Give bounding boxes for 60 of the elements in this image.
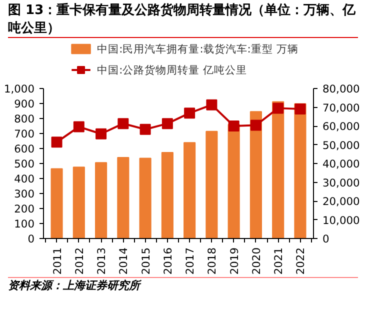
y-tick-label: 400: [14, 172, 35, 186]
x-tick-label: 2020: [250, 247, 263, 275]
point: [228, 120, 240, 132]
y2-tick-label: 50,000: [322, 138, 360, 152]
bar: [250, 111, 262, 239]
point: [118, 118, 129, 130]
y-tick-label: 700: [14, 128, 35, 141]
x-tick-label: 2011: [50, 248, 64, 275]
bar: [184, 142, 196, 239]
legend-label: 中国:公路货物周转量 亿吨公里: [97, 64, 248, 77]
bar: [272, 101, 284, 239]
y2-tick-label: 60,000: [322, 120, 360, 134]
bar: [228, 124, 240, 239]
point: [96, 128, 107, 140]
legend-label: 中国:民用汽车拥有量:载货汽车:重型 万辆: [97, 42, 298, 56]
bar: [117, 157, 130, 239]
bar: [294, 103, 306, 239]
point: [294, 104, 306, 115]
y-tick-label: 1,000: [4, 82, 35, 96]
y-tick-label: 900: [14, 98, 35, 111]
y-tick-label: 500: [14, 158, 35, 171]
point: [206, 99, 218, 110]
point: [184, 108, 196, 119]
bar: [206, 130, 218, 239]
y2-tick-label: 40,000: [322, 158, 360, 171]
point: [140, 124, 151, 135]
text: 资料来源：上海证券研究所: [8, 278, 140, 294]
x-tick-label: 2016: [161, 247, 174, 275]
x-tick-label: 2021: [272, 248, 286, 275]
x-tick-label: 2017: [184, 248, 197, 275]
y2-tick-label: 70,000: [322, 101, 360, 114]
x-tick-label: 2014: [117, 247, 130, 275]
y-tick-label: 800: [14, 112, 35, 126]
y-tick-label: 600: [14, 142, 35, 156]
bar: [139, 158, 152, 239]
bar: [95, 162, 108, 239]
x-tick-label: 2012: [72, 248, 86, 275]
y2-tick-label: 10,000: [322, 214, 360, 227]
chart-title: 图 13：重卡保有量及公路货物周转量情况（单位：万辆、亿吨公里）: [8, 2, 358, 38]
y-tick-label: 0: [28, 232, 35, 246]
bar: [50, 168, 63, 239]
point: [73, 121, 84, 132]
y2-tick-label: 20,000: [322, 195, 360, 208]
x-tick-label: 2022: [294, 248, 308, 275]
point: [162, 118, 173, 130]
point: [51, 136, 62, 148]
x-tick-label: 2018: [206, 247, 219, 275]
point: [250, 120, 262, 131]
x-tick-label: 2019: [228, 247, 241, 275]
bar: [72, 166, 85, 239]
point: [272, 102, 284, 114]
y2-tick-label: 80,000: [322, 82, 360, 96]
x-tick-label: 2013: [95, 248, 108, 275]
y2-tick-label: 30,000: [322, 176, 360, 190]
y-tick-label: 200: [14, 202, 35, 216]
y2-tick-label: 0: [322, 232, 330, 246]
x-tick-label: 2015: [139, 248, 152, 275]
y-tick-label: 100: [14, 218, 35, 231]
bar: [161, 152, 174, 239]
y-tick-label: 300: [14, 188, 35, 201]
